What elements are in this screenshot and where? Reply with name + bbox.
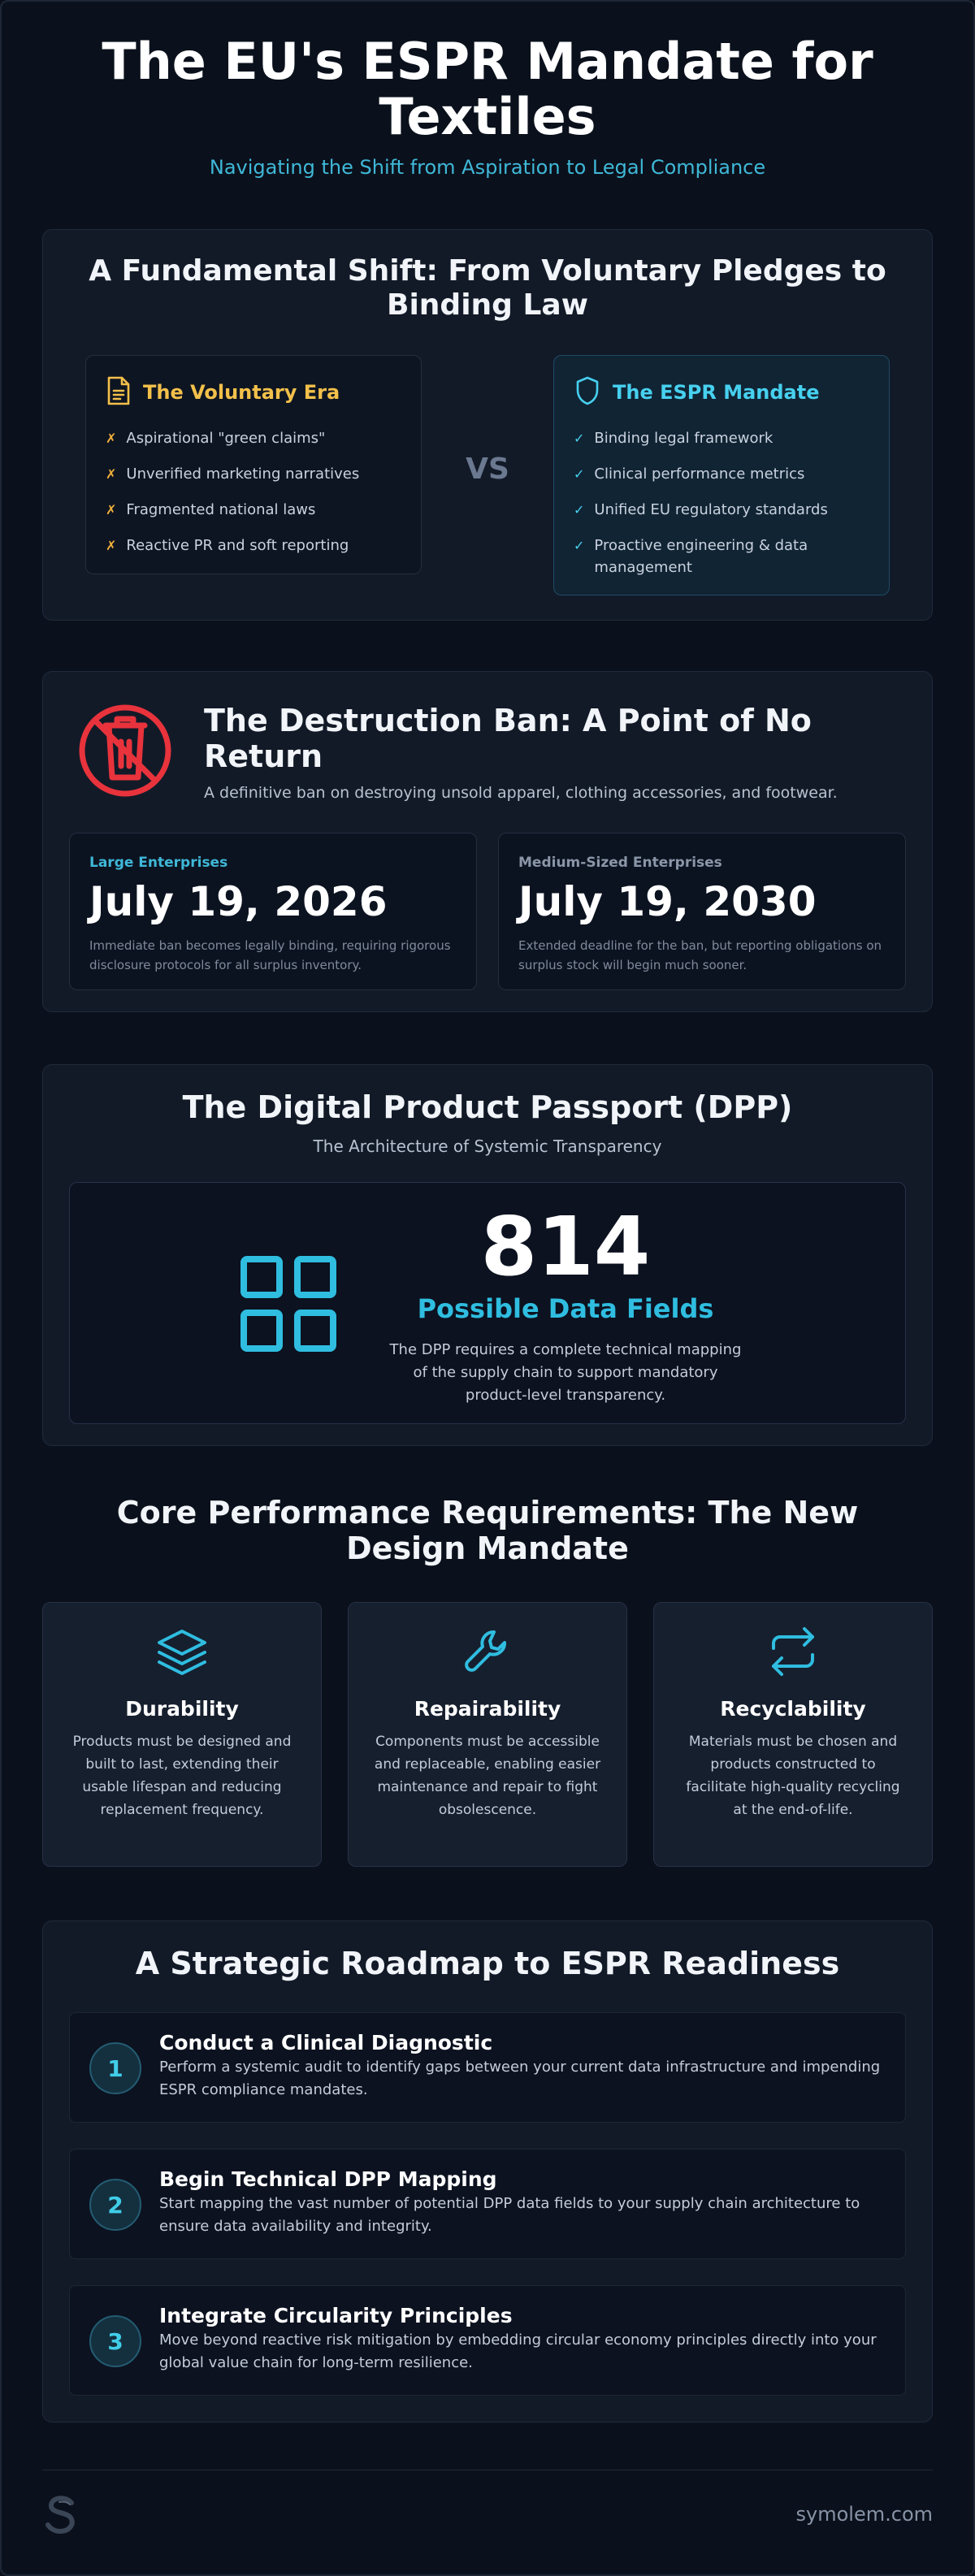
s-logo-icon[interactable] [42,2495,78,2539]
shield-icon [574,375,601,409]
check-icon: ✓ [574,502,585,517]
dpp-stat-box: 814 Possible Data Fields The DPP require… [69,1182,906,1424]
cross-icon: ✗ [106,502,117,517]
recyclability-title: Recyclability [720,1697,866,1721]
step-number-badge: 3 [89,2315,141,2367]
cross-icon: ✗ [106,466,117,482]
durability-card: Durability Products must be designed and… [42,1602,322,1867]
medium-label: Medium-Sized Enterprises [518,855,722,871]
shift-title: A Fundamental Shift: From Voluntary Pled… [89,254,886,322]
dpp-desc: The DPP requires a complete technical ma… [389,1341,742,1404]
data-field-count: 814 [480,1199,651,1294]
vs-label: VS [466,452,509,486]
large-enterprise-card: Large Enterprises July 19, 2026 Immediat… [69,833,477,990]
medium-date: July 19, 2030 [518,878,817,925]
large-date: July 19, 2026 [89,878,388,925]
roadmap-section: A Strategic Roadmap to ESPR Readiness 1 … [42,1920,933,2422]
shift-section: A Fundamental Shift: From Voluntary Pled… [42,229,933,621]
voluntary-era-panel: The Voluntary Era ✗ Aspirational "green c… [85,355,422,574]
voluntary-title: The Voluntary Era [143,381,340,404]
medium-enterprise-card: Medium-Sized Enterprises July 19, 2030 E… [498,833,906,990]
step-desc: Perform a systemic audit to identify gap… [159,2059,881,2098]
hero: The EU's ESPR Mandate for Textiles Navig… [42,2,933,188]
step-title: Begin Technical DPP Mapping [159,2167,497,2191]
espr-title: The ESPR Mandate [613,381,820,404]
list-item: ✗ Aspirational "green claims" [106,427,401,449]
roadmap-step: 2 Begin Technical DPP Mapping Start mapp… [69,2149,906,2259]
step-desc: Start mapping the vast number of potenti… [159,2195,860,2235]
check-icon: ✓ [574,538,585,553]
ban-title: The Destruction Ban: A Point of No Retur… [204,703,812,774]
layers-icon [156,1630,208,1679]
list-item: ✓ Binding legal framework [574,427,869,449]
data-field-label: Possible Data Fields [417,1293,714,1324]
roadmap-step: 1 Conduct a Clinical Diagnostic Perform … [69,2012,906,2123]
destruction-ban-section: The Destruction Ban: A Point of No Retur… [42,671,933,1012]
recyclability-card: Recyclability Materials must be chosen a… [653,1602,933,1867]
voluntary-list: ✗ Aspirational "green claims" ✗ Unverified… [106,427,401,556]
list-item: ✓ Clinical performance metrics [574,463,869,485]
step-number-badge: 1 [89,2042,141,2094]
repairability-card: Repairability Components must be accessi… [348,1602,627,1867]
footer: symolem.com [42,2470,933,2551]
list-item: ✗ Reactive PR and soft reporting [106,535,401,556]
list-item: ✓ Proactive engineering & data management [574,535,869,578]
voluntary-head: The Voluntary Era [106,375,401,409]
grid-icon [239,1254,338,1357]
recycle-icon [767,1627,819,1679]
roadmap-title: A Strategic Roadmap to ESPR Readiness [135,1946,840,1981]
step-body: Begin Technical DPP Mapping Start mappin… [159,2167,886,2238]
espr-mandate-panel: The ESPR Mandate ✓ Binding legal framewor… [553,355,890,595]
cross-icon: ✗ [106,538,117,553]
no-destruction-icon [77,703,173,802]
ban-header: The Destruction Ban: A Point of No Retur… [69,703,906,802]
core-title: Core Performance Requirements: The New D… [116,1495,859,1566]
footer-site-link[interactable]: symolem.com [795,2503,933,2526]
repairability-title: Repairability [414,1697,561,1721]
step-title: Conduct a Clinical Diagnostic [159,2031,493,2054]
step-title: Integrate Circularity Principles [159,2304,513,2327]
check-icon: ✓ [574,431,585,446]
dpp-title: The Digital Product Passport (DPP) [182,1089,793,1125]
ban-text: The Destruction Ban: A Point of No Retur… [204,703,906,802]
core-requirements-section: Core Performance Requirements: The New D… [42,1495,933,1867]
espr-head: The ESPR Mandate [574,375,869,409]
list-item: ✓ Unified EU regulatory standards [574,499,869,521]
step-body: Conduct a Clinical Diagnostic Perform a … [159,2031,886,2102]
roadmap-step: 3 Integrate Circularity Principles Move … [69,2285,906,2396]
dpp-stat: 814 Possible Data Fields The DPP require… [387,1202,744,1407]
list-item: ✗ Unverified marketing narratives [106,463,401,485]
large-desc: Immediate ban becomes legally binding, r… [89,938,451,972]
large-label: Large Enterprises [89,855,228,871]
roadmap-steps: 1 Conduct a Clinical Diagnostic Perform … [69,2012,906,2396]
medium-desc: Extended deadline for the ban, but repor… [518,938,882,972]
list-item: ✗ Fragmented national laws [106,499,401,521]
comparison: The Voluntary Era ✗ Aspirational "green c… [85,355,890,595]
espr-list: ✓ Binding legal framework ✓ Clinical perfo… [574,427,869,578]
durability-desc: Products must be designed and built to l… [72,1734,292,1818]
page-subtitle: Navigating the Shift from Aspiration to … [209,156,766,179]
step-number-badge: 2 [89,2179,141,2231]
document-icon [106,375,132,409]
step-desc: Move beyond reactive risk mitigation by … [159,2331,877,2371]
core-cards: Durability Products must be designed and… [42,1602,933,1867]
dpp-section: The Digital Product Passport (DPP) The A… [42,1064,933,1446]
page-title: The EU's ESPR Mandate for Textiles [102,32,873,146]
deadlines: Large Enterprises July 19, 2026 Immediat… [69,833,906,990]
recyclability-desc: Materials must be chosen and products co… [686,1734,900,1818]
check-icon: ✓ [574,466,585,482]
repairability-desc: Components must be accessible and replac… [374,1734,601,1818]
wrench-icon [463,1630,512,1679]
dpp-subtitle: The Architecture of Systemic Transparenc… [313,1136,662,1156]
cross-icon: ✗ [106,431,117,446]
step-body: Integrate Circularity Principles Move be… [159,2304,886,2375]
ban-subtitle: A definitive ban on destroying unsold ap… [204,784,838,802]
durability-title: Durability [125,1697,239,1721]
